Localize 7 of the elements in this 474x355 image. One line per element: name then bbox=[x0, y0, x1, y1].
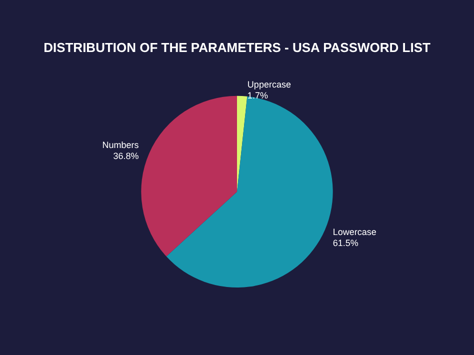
data-label: 1.7% bbox=[247, 90, 268, 100]
slice-label: Uppercase bbox=[247, 79, 291, 90]
slice-label: Numbers bbox=[102, 140, 140, 150]
data-label: 61.5% bbox=[332, 238, 358, 248]
slice-label: Lowercase bbox=[332, 227, 376, 238]
chart-title: DISTRIBUTION OF THE PARAMETERS - USA PASSWORD LIST bbox=[44, 40, 430, 55]
data-label: 36.8% bbox=[113, 151, 139, 162]
